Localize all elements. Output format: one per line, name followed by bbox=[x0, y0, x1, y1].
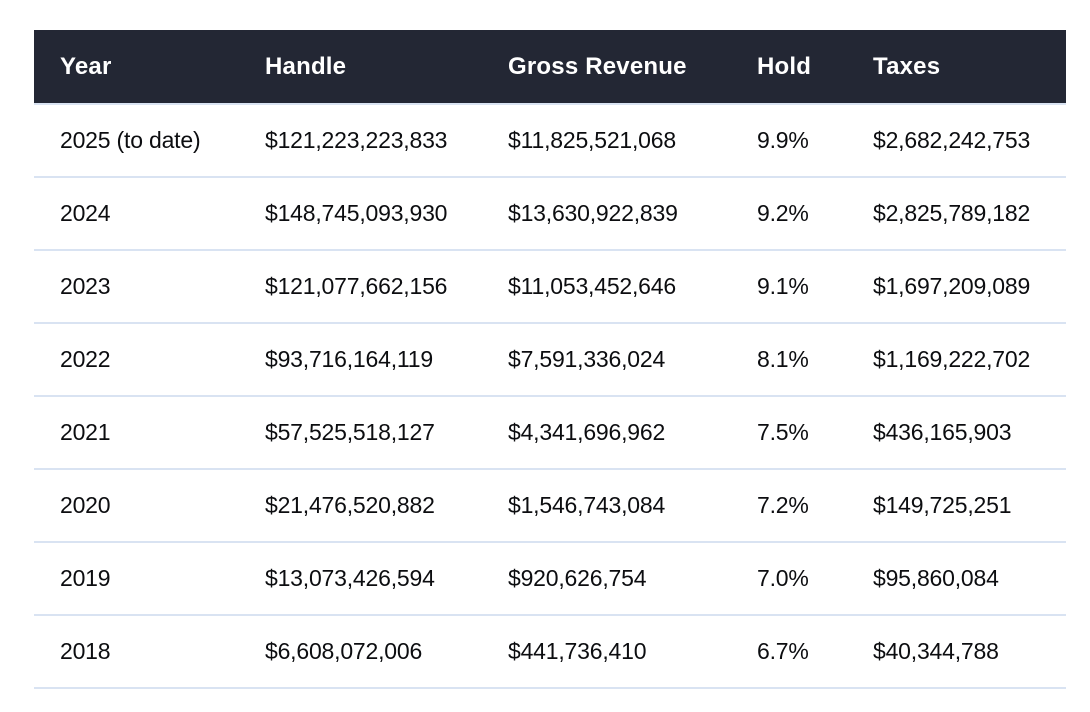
table-row: 2024 $148,745,093,930 $13,630,922,839 9.2% $… bbox=[34, 177, 1066, 250]
hold-cell: 9.2% bbox=[757, 200, 809, 226]
year-cell: 2025 (to date) bbox=[60, 127, 201, 153]
taxes-cell: $1,697,209,089 bbox=[873, 273, 1031, 299]
taxes-cell: $2,682,242,753 bbox=[873, 127, 1031, 153]
gross-revenue-cell: $920,626,754 bbox=[508, 565, 647, 591]
handle-cell: $13,073,426,594 bbox=[265, 565, 435, 591]
handle-cell: $6,608,072,006 bbox=[265, 638, 423, 664]
handle-cell: $148,745,093,930 bbox=[265, 200, 448, 226]
hold-cell: 8.1% bbox=[757, 346, 809, 372]
table-row: 2021 $57,525,518,127 $4,341,696,962 7.5% $43… bbox=[34, 396, 1066, 469]
table-row: 2022 $93,716,164,119 $7,591,336,024 8.1% $1,… bbox=[34, 323, 1066, 396]
year-cell: 2024 bbox=[60, 200, 111, 226]
year-cell: 2019 bbox=[60, 565, 111, 591]
taxes-cell: $40,344,788 bbox=[873, 638, 999, 664]
annual-betting-stats-table: Year Handle Gross Revenue Hold Taxes 2025 (t… bbox=[34, 30, 1066, 689]
hold-cell: 9.1% bbox=[757, 273, 809, 299]
gross-revenue-cell: $1,546,743,084 bbox=[508, 492, 666, 518]
handle-cell: $21,476,520,882 bbox=[265, 492, 435, 518]
table-row: 2019 $13,073,426,594 $920,626,754 7.0% $95,8… bbox=[34, 542, 1066, 615]
year-cell: 2023 bbox=[60, 273, 111, 299]
handle-cell: $57,525,518,127 bbox=[265, 419, 435, 445]
gross-revenue-cell: $11,825,521,068 bbox=[508, 127, 676, 153]
gross-revenue-cell: $13,630,922,839 bbox=[508, 200, 678, 226]
handle-cell: $93,716,164,119 bbox=[265, 346, 433, 372]
table-row: 2025 (to date) $121,223,223,833 $11,825,52… bbox=[34, 104, 1066, 177]
year-cell: 2022 bbox=[60, 346, 111, 372]
taxes-cell: $1,169,222,702 bbox=[873, 346, 1031, 372]
taxes-cell: $436,165,903 bbox=[873, 419, 1012, 445]
hold-cell: 7.2% bbox=[757, 492, 809, 518]
taxes-cell: $95,860,084 bbox=[873, 565, 999, 591]
gross-revenue-cell: $7,591,336,024 bbox=[508, 346, 666, 372]
table-row: 2020 $21,476,520,882 $1,546,743,084 7.2% $14… bbox=[34, 469, 1066, 542]
year-cell: 2020 bbox=[60, 492, 111, 518]
taxes-cell: $149,725,251 bbox=[873, 492, 1012, 518]
taxes-cell: $2,825,789,182 bbox=[873, 200, 1031, 226]
gross-revenue-cell: $4,341,696,962 bbox=[508, 419, 666, 445]
handle-cell: $121,077,662,156 bbox=[265, 273, 448, 299]
handle-cell: $121,223,223,833 bbox=[265, 127, 448, 153]
column-header-gross-revenue: Gross Revenue bbox=[508, 52, 687, 80]
column-header-taxes: Taxes bbox=[873, 52, 941, 80]
hold-cell: 7.0% bbox=[757, 565, 809, 591]
gross-revenue-cell: $441,736,410 bbox=[508, 638, 647, 664]
column-header-hold: Hold bbox=[757, 52, 812, 80]
column-header-year: Year bbox=[60, 52, 112, 80]
hold-cell: 9.9% bbox=[757, 127, 809, 153]
hold-cell: 7.5% bbox=[757, 419, 809, 445]
table-row: 2018 $6,608,072,006 $441,736,410 6.7% $40,34… bbox=[34, 615, 1066, 688]
table-row: 2023 $121,077,662,156 $11,053,452,646 9.1% $… bbox=[34, 250, 1066, 323]
hold-cell: 6.7% bbox=[757, 638, 809, 664]
table-header-row: Year Handle Gross Revenue Hold Taxes bbox=[34, 30, 1066, 104]
gross-revenue-cell: $11,053,452,646 bbox=[508, 273, 676, 299]
year-cell: 2018 bbox=[60, 638, 111, 664]
year-cell: 2021 bbox=[60, 419, 111, 445]
column-header-handle: Handle bbox=[265, 52, 347, 80]
